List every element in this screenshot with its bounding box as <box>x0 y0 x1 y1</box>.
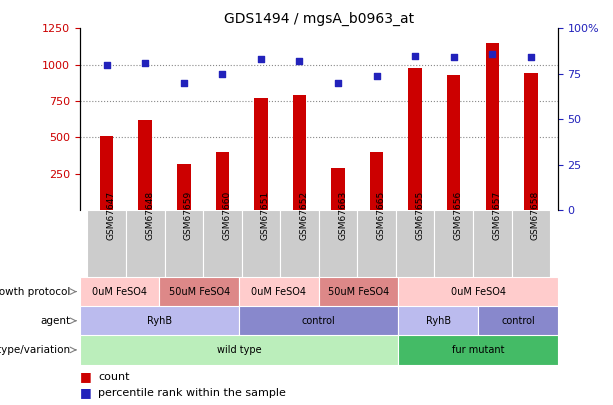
Point <box>102 62 112 68</box>
Point <box>371 72 381 79</box>
Text: GSM67652: GSM67652 <box>300 191 308 240</box>
Bar <box>100 136 113 210</box>
Text: GSM67647: GSM67647 <box>107 191 116 240</box>
Bar <box>473 210 512 277</box>
Bar <box>319 210 357 277</box>
Bar <box>126 210 164 277</box>
Point <box>333 80 343 86</box>
Bar <box>408 68 422 210</box>
Bar <box>254 98 268 210</box>
Text: GSM67651: GSM67651 <box>261 191 270 240</box>
Text: 50uM FeSO4: 50uM FeSO4 <box>328 287 389 296</box>
Bar <box>80 335 398 364</box>
Bar <box>80 306 239 335</box>
Text: 0uM FeSO4: 0uM FeSO4 <box>92 287 147 296</box>
Bar <box>319 277 398 306</box>
Point <box>256 56 266 62</box>
Text: GSM67657: GSM67657 <box>492 191 501 240</box>
Text: fur mutant: fur mutant <box>452 345 504 355</box>
Bar <box>398 306 478 335</box>
Text: GSM67659: GSM67659 <box>184 191 193 240</box>
Bar <box>177 164 191 210</box>
Bar <box>88 210 126 277</box>
Bar <box>485 43 499 210</box>
Point <box>179 80 189 86</box>
Text: RyhB: RyhB <box>426 316 451 326</box>
Bar <box>478 306 558 335</box>
Bar <box>331 168 345 210</box>
Text: GSM67658: GSM67658 <box>531 191 540 240</box>
Text: 50uM FeSO4: 50uM FeSO4 <box>169 287 230 296</box>
Point <box>526 54 536 61</box>
Bar <box>396 210 435 277</box>
Bar <box>159 277 239 306</box>
Bar <box>280 210 319 277</box>
Text: wild type: wild type <box>217 345 261 355</box>
Text: GSM67663: GSM67663 <box>338 191 347 240</box>
Text: agent: agent <box>40 316 70 326</box>
Point <box>410 52 420 59</box>
Text: control: control <box>501 316 535 326</box>
Text: GSM67665: GSM67665 <box>376 191 386 240</box>
Text: 0uM FeSO4: 0uM FeSO4 <box>451 287 506 296</box>
Bar <box>80 277 159 306</box>
Title: GDS1494 / mgsA_b0963_at: GDS1494 / mgsA_b0963_at <box>224 12 414 26</box>
Bar <box>293 95 306 210</box>
Point <box>218 70 227 77</box>
Point <box>295 58 305 64</box>
Bar <box>398 277 558 306</box>
Bar <box>524 73 538 210</box>
Bar <box>398 335 558 364</box>
Text: ■: ■ <box>80 370 91 383</box>
Text: RyhB: RyhB <box>147 316 172 326</box>
Bar <box>357 210 396 277</box>
Bar <box>164 210 203 277</box>
Text: count: count <box>98 372 129 382</box>
Point <box>140 60 150 66</box>
Bar <box>512 210 550 277</box>
Text: GSM67655: GSM67655 <box>415 191 424 240</box>
Text: percentile rank within the sample: percentile rank within the sample <box>98 388 286 398</box>
Point <box>487 51 497 57</box>
Bar <box>370 152 383 210</box>
Bar <box>239 306 398 335</box>
Text: growth protocol: growth protocol <box>0 287 70 296</box>
Text: 0uM FeSO4: 0uM FeSO4 <box>251 287 306 296</box>
Point <box>449 54 459 61</box>
Bar <box>216 152 229 210</box>
Text: genotype/variation: genotype/variation <box>0 345 70 355</box>
Text: ■: ■ <box>80 386 91 399</box>
Bar <box>203 210 242 277</box>
Text: control: control <box>302 316 336 326</box>
Bar <box>242 210 280 277</box>
Bar <box>435 210 473 277</box>
Text: GSM67660: GSM67660 <box>223 191 231 240</box>
Bar <box>239 277 319 306</box>
Text: GSM67648: GSM67648 <box>145 191 154 240</box>
Bar <box>447 75 460 210</box>
Bar <box>139 120 152 210</box>
Text: GSM67656: GSM67656 <box>454 191 463 240</box>
